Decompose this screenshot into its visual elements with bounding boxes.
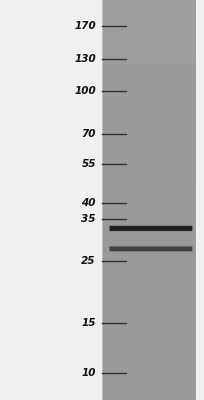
FancyBboxPatch shape — [110, 226, 192, 231]
Text: 55: 55 — [81, 159, 96, 169]
Text: 130: 130 — [74, 54, 96, 64]
Text: 25: 25 — [81, 256, 96, 266]
FancyBboxPatch shape — [110, 246, 192, 251]
Bar — [102, 0, 196, 400]
Text: 35: 35 — [81, 214, 96, 224]
Text: 15: 15 — [81, 318, 96, 328]
Text: 170: 170 — [74, 21, 96, 31]
Text: 40: 40 — [81, 198, 96, 208]
Text: 100: 100 — [74, 86, 96, 96]
Text: 10: 10 — [81, 368, 96, 378]
Text: 70: 70 — [81, 130, 96, 140]
Bar — [0, 0, 102, 400]
